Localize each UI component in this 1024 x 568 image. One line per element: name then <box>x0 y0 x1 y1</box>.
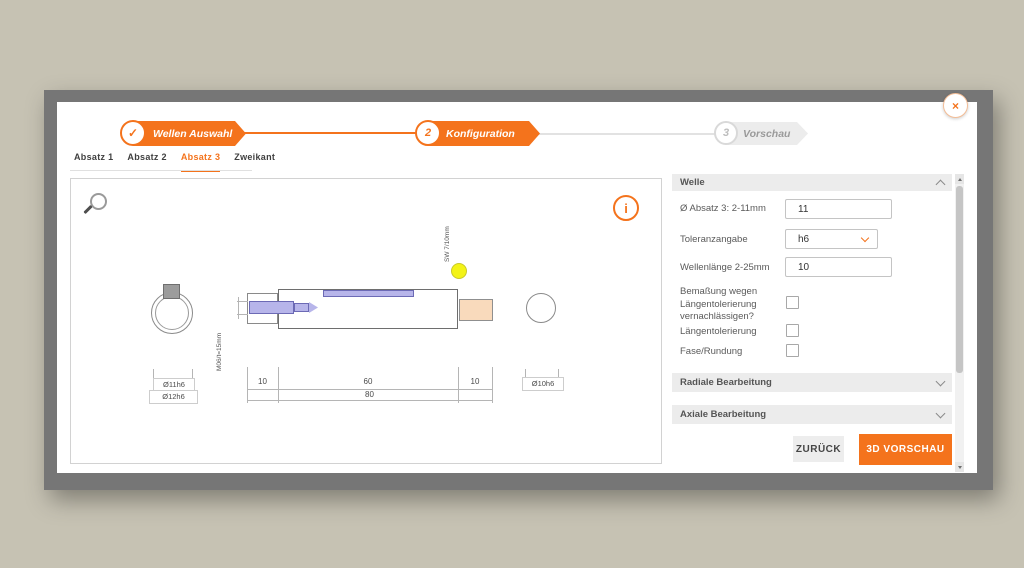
thread-bore-body <box>249 301 294 314</box>
shaft-end-view-left-inner <box>155 296 189 330</box>
label-thread: M06/t=15mm <box>216 332 223 371</box>
checkbox-label-fase: Fase/Rundung <box>680 346 743 357</box>
section-title: Axiale Bearbeitung <box>680 409 767 420</box>
tab-absatz-3[interactable]: Absatz 3 <box>180 152 221 172</box>
scrollbar-up-button[interactable] <box>955 174 964 184</box>
stepper-connector-1 <box>243 132 417 134</box>
3d-preview-button[interactable]: 3D VORSCHAU <box>859 434 952 465</box>
keyway-feature <box>323 290 414 297</box>
step-number: 2 <box>424 127 432 139</box>
checkbox-label-laengentolerierung: Längentolerierung <box>680 326 757 337</box>
label-wrench-size: SW 7/10mm <box>444 226 451 262</box>
dim-80: 80 <box>365 390 374 399</box>
info-glyph: i <box>624 200 628 216</box>
wrench-marker[interactable] <box>451 263 467 279</box>
extension-line <box>525 369 526 377</box>
stepper-connector-2 <box>538 133 717 135</box>
shaft-end-view-right <box>526 293 556 323</box>
section-header-axiale[interactable]: Axiale Bearbeitung <box>672 405 952 424</box>
tab-absatz-2[interactable]: Absatz 2 <box>127 152 167 162</box>
magnifier-glass <box>90 193 107 210</box>
chevron-down-icon <box>935 408 946 419</box>
triangle-down-icon <box>957 465 962 469</box>
dimension-line <box>238 297 239 319</box>
toleranz-select[interactable]: h6 <box>785 229 878 249</box>
info-icon[interactable]: i <box>613 195 639 221</box>
step-label: Wellen Auswahl <box>153 127 233 140</box>
close-icon: × <box>951 98 959 113</box>
label-diameter-10h6: Ø10h6 <box>522 377 564 391</box>
chevron-up-icon <box>935 179 946 189</box>
back-button[interactable]: ZURÜCK <box>793 436 844 462</box>
field-label-wellenlaenge: Wellenlänge 2-25mm <box>680 262 770 273</box>
dim-10-left: 10 <box>258 377 267 386</box>
config-panel: Welle Ø Absatz 3: 2-11mm Toleranzangabe … <box>672 174 965 472</box>
step-3-circle: 3 <box>714 121 738 145</box>
step-label: Konfiguration <box>446 127 515 140</box>
configurator-dialog: × Wellen Auswahl ✓ Konfiguration 2 <box>57 93 977 473</box>
drawing-canvas[interactable]: i Ø11h6 Ø12h6 <box>70 178 662 464</box>
scrollbar-thumb[interactable] <box>956 186 963 373</box>
field-label-toleranz: Toleranzangabe <box>680 234 748 245</box>
triangle-up-icon <box>957 177 962 181</box>
magnifier-handle <box>83 204 93 215</box>
zoom-icon[interactable] <box>83 193 107 217</box>
chevron-down-icon <box>860 233 870 243</box>
dimension-line <box>237 314 248 315</box>
section-header-welle[interactable]: Welle <box>672 174 952 191</box>
step-2-circle: 2 <box>415 120 441 146</box>
extension-line <box>458 367 459 403</box>
bemassung-checkbox[interactable] <box>786 296 799 309</box>
tab-absatz-1[interactable]: Absatz 1 <box>74 152 114 162</box>
modal-frame: × Wellen Auswahl ✓ Konfiguration 2 <box>44 90 993 490</box>
field-label-diameter: Ø Absatz 3: 2-11mm <box>680 203 766 214</box>
panel-scrollbar[interactable] <box>955 174 964 472</box>
extension-line <box>247 367 248 403</box>
scrollbar-down-button[interactable] <box>955 462 964 472</box>
fase-rundung-checkbox[interactable] <box>786 344 799 357</box>
step-number: 3 <box>722 127 730 139</box>
label-diameter-12h6: Ø12h6 <box>149 390 198 404</box>
checkbox-label-bemassung: Bemaßung wegen Längentolerierung vernach… <box>680 286 758 323</box>
stepper: Wellen Auswahl ✓ Konfiguration 2 Vorscha… <box>57 102 977 162</box>
step-konfiguration[interactable]: Konfiguration <box>428 121 540 146</box>
wellenlaenge-input[interactable] <box>785 257 892 277</box>
chevron-down-icon <box>935 376 946 387</box>
laengentolerierung-checkbox[interactable] <box>786 324 799 337</box>
thread-bore-narrow <box>294 303 309 312</box>
check-icon: ✓ <box>127 126 139 140</box>
select-value: h6 <box>798 233 810 245</box>
step-vorschau[interactable]: Vorschau <box>726 122 808 145</box>
dim-60: 60 <box>363 377 373 386</box>
dimension-line <box>247 400 492 401</box>
tab-zweikant[interactable]: Zweikant <box>234 152 276 162</box>
section-title: Radiale Bearbeitung <box>680 377 772 388</box>
dimension-line <box>247 389 492 390</box>
diameter-absatz3-input[interactable] <box>785 199 892 219</box>
extension-line <box>492 367 493 403</box>
section-title: Welle <box>680 177 705 188</box>
dimension-line <box>237 301 248 302</box>
extension-line <box>192 369 193 378</box>
tab-bar: Absatz 1 Absatz 2 Absatz 3 Zweikant <box>74 152 275 172</box>
tab-divider <box>70 170 252 171</box>
extension-line <box>558 369 559 377</box>
step-wellen-auswahl[interactable]: Wellen Auswahl <box>133 121 246 146</box>
extension-line <box>278 367 279 403</box>
close-button[interactable]: × <box>943 93 968 118</box>
dim-10-right: 10 <box>470 377 480 386</box>
step-label: Vorschau <box>743 127 791 140</box>
section-header-radiale[interactable]: Radiale Bearbeitung <box>672 373 952 392</box>
thread-bore-tip <box>309 302 318 313</box>
extension-line <box>153 369 154 378</box>
key-square <box>163 284 180 299</box>
step-1-check-circle: ✓ <box>120 120 146 146</box>
shaft-step-right-absatz3 <box>459 299 493 321</box>
